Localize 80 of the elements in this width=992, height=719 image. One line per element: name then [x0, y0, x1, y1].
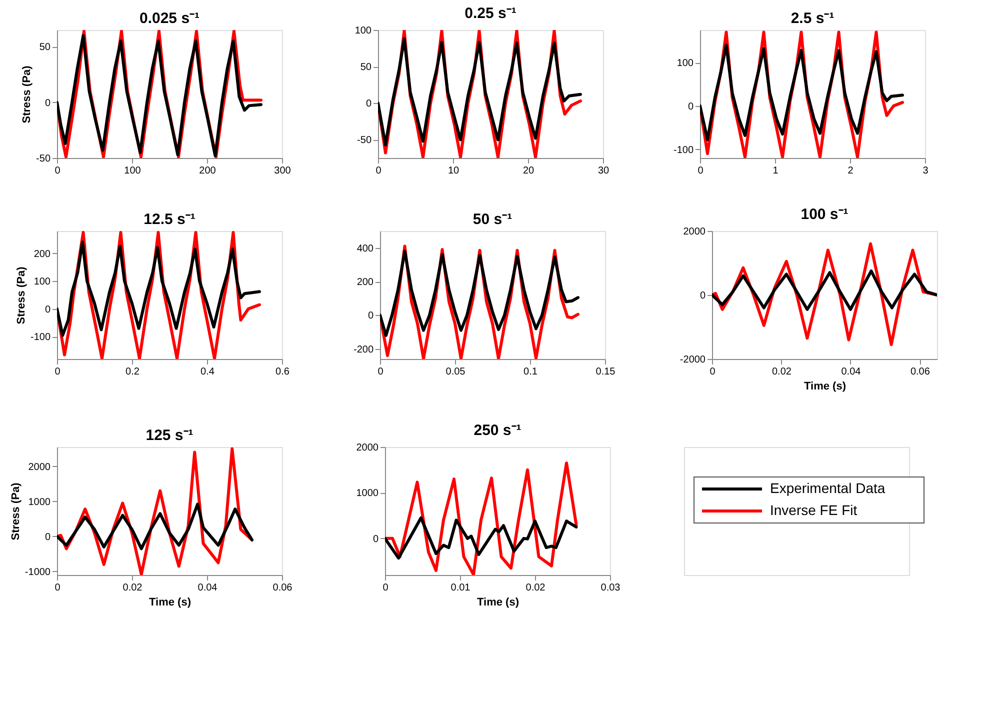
line-series	[385, 516, 578, 560]
y-tick-label: 100	[354, 26, 372, 36]
y-tick-label: 100	[676, 58, 694, 70]
x-tick-label: 1	[772, 166, 779, 176]
x-tick-label: 0.05	[446, 366, 466, 378]
y-tick-label: 2000	[356, 442, 379, 454]
x-tick-label: 0.15	[596, 366, 616, 378]
legend-label: Inverse FE Fit	[770, 502, 858, 518]
y-tick-label: -2000	[680, 354, 706, 366]
x-tick-label: 0.2	[126, 366, 140, 378]
line-series	[385, 462, 578, 575]
x-tick-label: 0	[54, 582, 61, 594]
legend-label: Experimental Data	[770, 480, 886, 496]
x-tick-label: 20	[522, 166, 534, 176]
y-tick-label: 50	[360, 62, 372, 74]
y-tick-label: 0	[700, 290, 706, 302]
y-tick-label: -50	[357, 135, 372, 146]
y-tick-label: 200	[34, 248, 51, 260]
x-tick-label: 0	[54, 366, 61, 378]
x-axis-title: Time (s)	[149, 596, 192, 608]
y-tick-label: 200	[356, 277, 374, 288]
x-tick-label: 0.06	[910, 366, 930, 378]
y-tick-label: 0	[372, 534, 379, 545]
x-tick-label: 0.6	[276, 366, 290, 378]
x-axis-title: Time (s)	[804, 380, 846, 392]
x-tick-label: 0	[54, 166, 61, 176]
x-tick-label: 0.03	[600, 582, 621, 594]
y-tick-label: -50	[36, 154, 51, 164]
y-tick-label: 0	[366, 98, 372, 110]
x-tick-label: 0.1	[524, 366, 538, 378]
y-tick-label: -100	[673, 144, 694, 156]
x-tick-label: 200	[199, 166, 216, 176]
line-series	[700, 44, 904, 142]
y-tick-label: 100	[34, 276, 51, 288]
chart-title: 2.5 s⁻¹	[790, 10, 834, 27]
y-tick-label: 0	[44, 304, 51, 316]
line-series	[57, 240, 261, 337]
y-tick-label: 50	[39, 42, 51, 54]
y-tick-label: 400	[356, 243, 374, 254]
chart-title: 0.025 s⁻¹	[139, 10, 200, 27]
y-tick-label: 1000	[356, 488, 379, 500]
y-tick-label: -200	[353, 344, 374, 356]
x-tick-label: 0.02	[526, 582, 546, 594]
x-tick-label: 0.06	[272, 582, 293, 594]
line-series	[380, 250, 580, 337]
line-series	[57, 502, 254, 550]
x-tick-label: 10	[448, 166, 460, 176]
x-tick-label: 100	[124, 166, 142, 176]
x-tick-label: 0.04	[198, 582, 218, 594]
x-tick-label: 0.04	[841, 366, 862, 378]
y-tick-label: -100	[30, 332, 51, 344]
chart-title: 250 s⁻¹	[474, 422, 522, 439]
y-tick-label: 0	[44, 532, 51, 543]
y-tick-label: 0	[44, 98, 51, 109]
y-tick-label: 1000	[28, 496, 51, 508]
x-tick-label: 0.4	[200, 366, 215, 378]
x-tick-label: 0.01	[450, 582, 471, 594]
x-tick-label: 0	[710, 366, 716, 378]
chart-title: 0.25 s⁻¹	[464, 5, 516, 22]
x-tick-label: 2	[848, 166, 854, 176]
y-axis-title: Stress (Pa)	[21, 65, 34, 124]
x-tick-label: 300	[274, 166, 292, 176]
x-tick-label: 0.02	[122, 582, 143, 594]
x-tick-label: 0.02	[772, 366, 792, 378]
y-tick-label: -1000	[24, 566, 51, 578]
x-tick-label: 3	[922, 166, 929, 176]
y-tick-label: 0	[688, 101, 694, 112]
chart-title: 50 s⁻¹	[472, 211, 512, 228]
y-tick-label: 0	[368, 310, 374, 322]
chart-title: 12.5 s⁻¹	[144, 211, 196, 228]
y-axis-title: Stress (Pa)	[10, 482, 22, 540]
y-tick-label: 2000	[683, 226, 706, 238]
line-series	[712, 270, 937, 311]
x-tick-label: 30	[598, 166, 610, 176]
chart-title: 125 s⁻¹	[146, 427, 194, 444]
y-tick-label: 2000	[28, 462, 51, 473]
x-axis-title: Time (s)	[477, 596, 520, 608]
chart-title: 100 s⁻¹	[800, 206, 848, 223]
y-axis-title: Stress (Pa)	[15, 266, 28, 324]
x-tick-label: 0	[382, 582, 389, 594]
